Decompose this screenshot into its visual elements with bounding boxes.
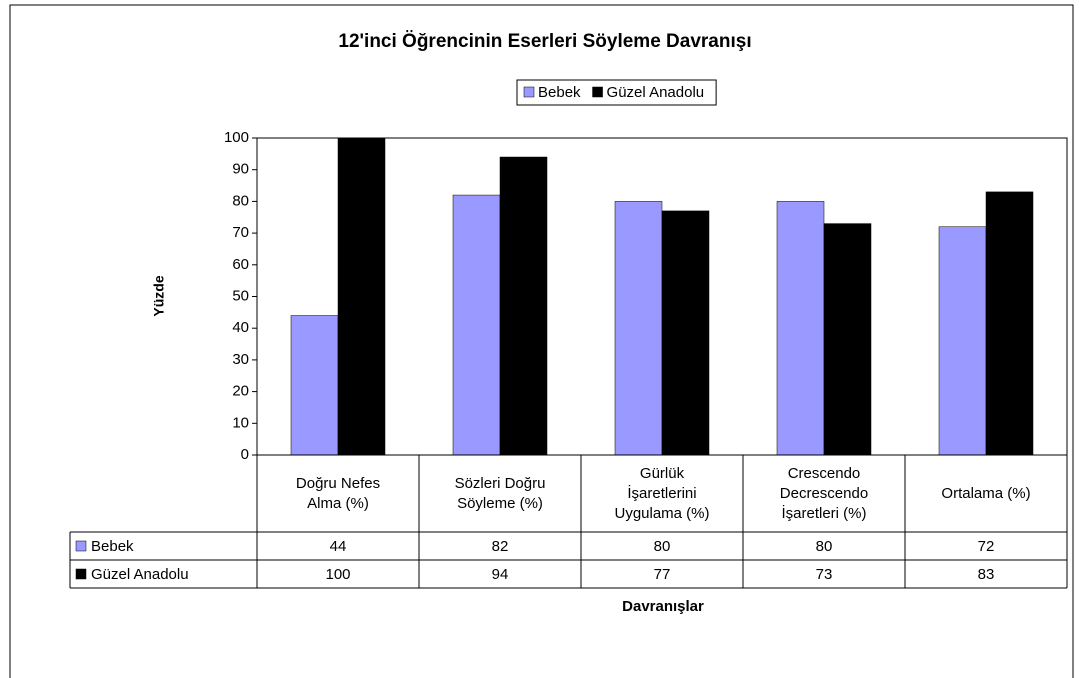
legend-swatch — [75, 568, 87, 580]
chart-title: 12'inci Öğrencinin Eserleri Söyleme Davr… — [338, 31, 751, 52]
y-tick-label: 0 — [241, 446, 249, 463]
x-tick-label-box: Doğru Nefes Alma (%) — [295, 474, 381, 512]
y-tick-label: 50 — [232, 287, 249, 304]
y-tick-label: 70 — [232, 224, 249, 241]
x-axis-label: Davranışlar — [622, 598, 704, 615]
table-row-label: Bebek — [91, 538, 134, 555]
bar — [776, 201, 825, 456]
x-tick-label-box: Crescendo Decrescendo İşaretleri (%) — [779, 464, 869, 522]
x-tick-label: Crescendo Decrescendo İşaretleri (%) — [779, 464, 869, 522]
table-value: 80 — [654, 538, 671, 555]
legend-box — [516, 79, 717, 106]
bar — [823, 223, 872, 456]
bar — [938, 226, 987, 456]
x-tick-label: Gürlük İşaretlerini Uygulama (%) — [614, 464, 710, 522]
y-tick-label: 80 — [232, 192, 249, 209]
bar — [614, 201, 663, 456]
bar — [499, 156, 548, 456]
table-value: 100 — [325, 566, 350, 583]
bar — [661, 210, 710, 456]
y-tick-label: 100 — [224, 129, 249, 146]
legend-swatch — [592, 86, 603, 98]
table-value: 73 — [816, 566, 833, 583]
y-tick-label: 60 — [232, 256, 249, 273]
x-tick-label-box: Gürlük İşaretlerini Uygulama (%) — [614, 464, 710, 522]
bar — [337, 137, 386, 456]
table-value: 80 — [816, 538, 833, 555]
y-tick-label: 30 — [232, 351, 249, 368]
y-axis-label: Yüzde — [151, 275, 167, 316]
y-tick-label: 10 — [232, 414, 249, 431]
bar — [290, 315, 339, 456]
table-value: 82 — [492, 538, 509, 555]
legend-label: Bebek — [538, 84, 581, 101]
table-value: 77 — [654, 566, 671, 583]
table-value: 44 — [330, 538, 347, 555]
bar — [985, 191, 1034, 456]
table-value: 94 — [492, 566, 509, 583]
x-tick-label: Doğru Nefes Alma (%) — [295, 474, 381, 512]
legend-swatch — [75, 540, 87, 552]
table-value: 83 — [978, 566, 995, 583]
y-tick-label: 20 — [232, 383, 249, 400]
x-tick-label: Ortalama (%) — [941, 484, 1031, 502]
x-tick-label-box: Sözleri Doğru Söyleme (%) — [454, 474, 546, 512]
table-value: 72 — [978, 538, 995, 555]
y-tick-label: 90 — [232, 161, 249, 178]
bar — [452, 194, 501, 456]
x-tick-label-box: Ortalama (%) — [941, 484, 1031, 502]
legend-swatch — [523, 86, 535, 98]
table-row-label: Güzel Anadolu — [91, 566, 189, 583]
x-tick-label: Sözleri Doğru Söyleme (%) — [454, 474, 546, 512]
legend-label: Güzel Anadolu — [607, 84, 705, 101]
y-tick-label: 40 — [232, 319, 249, 336]
